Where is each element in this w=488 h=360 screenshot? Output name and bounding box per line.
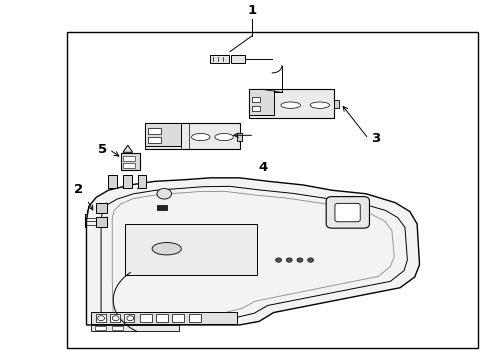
Bar xyxy=(249,89,334,118)
Bar xyxy=(91,325,179,330)
Bar xyxy=(157,205,166,210)
Bar xyxy=(137,175,146,189)
Bar xyxy=(237,133,242,141)
Ellipse shape xyxy=(152,243,181,255)
Bar xyxy=(144,123,181,146)
Text: 4: 4 xyxy=(258,161,267,174)
Bar xyxy=(96,203,107,213)
Bar xyxy=(144,123,239,149)
Bar xyxy=(147,128,161,134)
Polygon shape xyxy=(86,178,419,325)
Bar xyxy=(252,106,260,111)
Bar xyxy=(95,326,106,329)
Text: 3: 3 xyxy=(370,132,379,145)
Bar xyxy=(67,32,477,348)
Bar xyxy=(91,312,237,324)
Bar xyxy=(122,163,135,168)
Bar xyxy=(120,153,140,170)
FancyBboxPatch shape xyxy=(325,197,369,228)
Bar xyxy=(230,55,245,63)
Text: 5: 5 xyxy=(98,143,107,156)
Bar xyxy=(210,55,228,63)
Text: 2: 2 xyxy=(74,183,82,195)
Ellipse shape xyxy=(214,134,233,141)
Bar xyxy=(140,314,152,323)
Ellipse shape xyxy=(191,134,209,141)
Circle shape xyxy=(296,258,302,262)
Bar xyxy=(249,89,273,115)
Bar xyxy=(96,217,107,228)
Circle shape xyxy=(286,258,291,262)
Bar xyxy=(125,224,256,275)
Bar xyxy=(122,175,131,189)
Circle shape xyxy=(157,189,171,199)
Bar xyxy=(96,314,106,323)
Bar xyxy=(252,97,260,102)
Bar xyxy=(334,100,339,108)
Bar xyxy=(108,175,117,189)
Text: 1: 1 xyxy=(247,4,256,17)
Circle shape xyxy=(307,258,313,262)
Bar xyxy=(122,156,135,161)
Polygon shape xyxy=(122,145,132,152)
Bar xyxy=(110,314,119,323)
Bar xyxy=(124,314,134,323)
Bar xyxy=(188,314,201,323)
Bar xyxy=(85,214,100,228)
Bar xyxy=(155,314,167,323)
Circle shape xyxy=(275,258,281,262)
Bar xyxy=(112,326,122,329)
Bar xyxy=(147,138,161,143)
Bar xyxy=(87,211,98,214)
Bar xyxy=(171,314,183,323)
FancyBboxPatch shape xyxy=(334,203,360,222)
Ellipse shape xyxy=(281,102,300,108)
Ellipse shape xyxy=(309,102,329,108)
